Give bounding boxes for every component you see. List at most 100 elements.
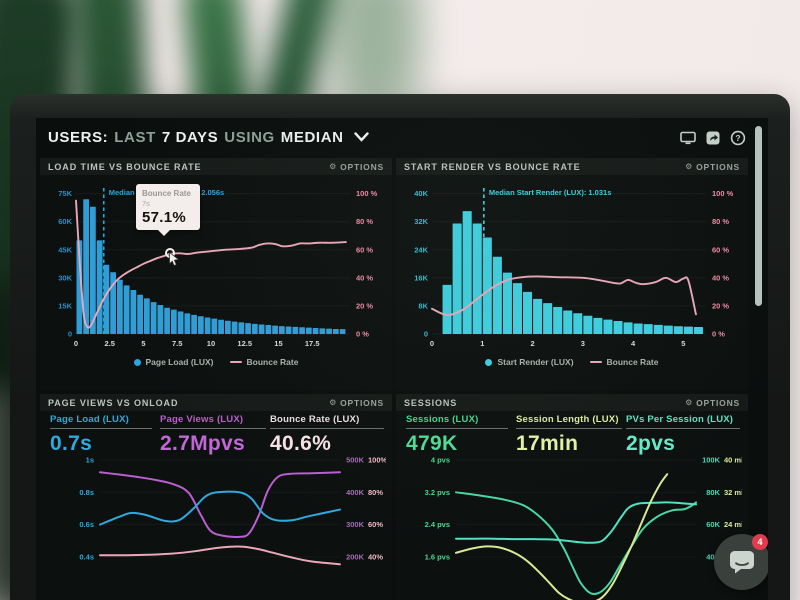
- chart-legend: Page Load (LUX) Bounce Rate: [40, 357, 392, 367]
- svg-text:75K: 75K: [58, 189, 72, 198]
- svg-text:80%: 80%: [368, 488, 383, 497]
- svg-text:1s: 1s: [86, 455, 94, 464]
- legend-label: Bounce Rate: [246, 357, 299, 367]
- metric-value: 2pvs: [626, 432, 676, 455]
- options-label: OPTIONS: [340, 161, 384, 172]
- svg-text:80K: 80K: [706, 488, 720, 497]
- metric-value: 0.7s: [50, 432, 93, 455]
- svg-text:100 %: 100 %: [712, 189, 734, 198]
- svg-text:80 %: 80 %: [356, 217, 373, 226]
- svg-text:60 %: 60 %: [356, 245, 373, 254]
- share-icon[interactable]: [705, 130, 721, 146]
- svg-text:10: 10: [207, 339, 215, 348]
- svg-text:100K: 100K: [702, 455, 721, 464]
- svg-text:400K: 400K: [346, 488, 365, 497]
- svg-text:16K: 16K: [414, 273, 428, 282]
- tooltip-value: 57.1%: [142, 209, 187, 226]
- plant-leaf: [330, 0, 420, 110]
- panel-sessions: SESSIONS ⚙ OPTIONS Sessions (LUX) 479K S…: [396, 394, 748, 600]
- vertical-scrollbar[interactable]: [755, 126, 762, 306]
- legend-label: Bounce Rate: [606, 357, 659, 367]
- panel-load-time: LOAD TIME VS BOUNCE RATE ⚙ OPTIONS 0 15K 3…: [40, 158, 392, 390]
- svg-text:0: 0: [430, 339, 434, 348]
- svg-text:3: 3: [581, 339, 585, 348]
- panel-start-render: START RENDER VS BOUNCE RATE ⚙ OPTIONS 0 8…: [396, 158, 748, 390]
- metric-pvs-per-session: PVs Per Session (LUX) 2pvs: [626, 414, 740, 456]
- svg-text:20 %: 20 %: [356, 301, 373, 310]
- metric-label: Page Views (LUX): [160, 414, 244, 425]
- metric-bounce-rate: Bounce Rate (LUX) 40.6%: [270, 414, 384, 456]
- metric-underline: [270, 428, 384, 429]
- svg-text:7.5: 7.5: [172, 339, 182, 348]
- gear-icon: ⚙: [685, 162, 694, 171]
- options-button[interactable]: ⚙ OPTIONS: [329, 162, 384, 172]
- options-button[interactable]: ⚙ OPTIONS: [685, 162, 740, 172]
- metric-underline: [50, 428, 152, 429]
- svg-text:8K: 8K: [418, 301, 428, 310]
- load-time-chart[interactable]: 0 15K 30K 45K 60K 75K 0 % 20 % 40 % 60 % 80 % 100 %…: [46, 180, 386, 356]
- users-range-dropdown[interactable]: USERS: LAST 7 DAYS USING MEDIAN: [48, 129, 369, 146]
- svg-text:3.2 pvs: 3.2 pvs: [425, 488, 450, 497]
- tooltip-title: Bounce Rate: [142, 189, 191, 198]
- page-views-chart[interactable]: 1s 0.8s 0.6s 0.4s 500K 400K 300K 200K 100% 80% 60%…: [46, 454, 386, 600]
- title-metric: MEDIAN: [280, 128, 344, 146]
- legend-dot: [133, 358, 141, 366]
- notification-badge: 4: [752, 534, 768, 550]
- legend-line: [589, 360, 602, 364]
- svg-text:80 %: 80 %: [712, 217, 729, 226]
- panel-title: LOAD TIME VS BOUNCE RATE: [48, 161, 202, 172]
- svg-text:60 %: 60 %: [712, 245, 729, 254]
- gear-icon: ⚙: [329, 398, 338, 407]
- svg-text:0 %: 0 %: [712, 330, 725, 339]
- sessions-chart[interactable]: 4 pvs 3.2 pvs 2.4 pvs 1.6 pvs 100K 80K 60K 40K 4…: [402, 454, 742, 600]
- chat-fab-button[interactable]: 4: [714, 534, 768, 590]
- svg-text:40K: 40K: [706, 552, 720, 561]
- legend-line: [229, 360, 242, 364]
- svg-text:30K: 30K: [58, 273, 72, 282]
- start-render-chart[interactable]: 0 8K 16K 24K 32K 40K 0 % 20 % 40 % 60 % 80 % 100 % 0…: [402, 180, 742, 356]
- svg-text:300K: 300K: [346, 520, 365, 529]
- svg-text:60K: 60K: [706, 520, 720, 529]
- metric-page-views: Page Views (LUX) 2.7Mpvs: [160, 414, 266, 456]
- svg-text:15: 15: [274, 339, 282, 348]
- svg-text:40 %: 40 %: [356, 273, 373, 282]
- svg-text:45K: 45K: [58, 245, 72, 254]
- svg-text:2.5: 2.5: [105, 339, 115, 348]
- svg-text:0.4s: 0.4s: [79, 552, 94, 561]
- svg-text:4 pvs: 4 pvs: [431, 456, 450, 465]
- options-label: OPTIONS: [696, 397, 740, 408]
- options-label: OPTIONS: [696, 161, 740, 172]
- metric-underline: [626, 428, 740, 429]
- metric-label: PVs Per Session (LUX): [626, 414, 734, 425]
- metric-underline: [406, 428, 508, 429]
- options-label: OPTIONS: [340, 397, 384, 408]
- metric-label: Page Load (LUX): [50, 414, 130, 425]
- metric-underline: [516, 428, 622, 429]
- svg-text:200K: 200K: [346, 552, 365, 561]
- svg-text:60K: 60K: [58, 217, 72, 226]
- svg-text:40K: 40K: [414, 189, 428, 198]
- metric-label: Session Length (LUX): [516, 414, 619, 425]
- tooltip-subtitle: 7s: [142, 199, 150, 208]
- svg-text:60%: 60%: [368, 520, 383, 529]
- chart-legend: Start Render (LUX) Bounce Rate: [396, 357, 748, 367]
- svg-text:40%: 40%: [368, 552, 383, 561]
- svg-text:1: 1: [480, 339, 484, 348]
- options-button[interactable]: ⚙ OPTIONS: [329, 398, 384, 408]
- panel-title: PAGE VIEWS VS ONLOAD: [48, 397, 179, 408]
- panel-title: START RENDER VS BOUNCE RATE: [404, 161, 581, 172]
- help-icon[interactable]: ?: [730, 130, 746, 146]
- metric-value: 40.6%: [270, 432, 332, 455]
- svg-text:100%: 100%: [368, 455, 386, 464]
- title-range: LAST: [114, 128, 156, 146]
- svg-text:Median Start Render (LUX): 1.0: Median Start Render (LUX): 1.031s: [489, 188, 612, 197]
- mouse-cursor-icon: [169, 252, 180, 267]
- legend-dot: [485, 358, 493, 366]
- legend-label: Start Render (LUX): [497, 357, 574, 367]
- display-icon[interactable]: [680, 130, 696, 146]
- options-button[interactable]: ⚙ OPTIONS: [685, 398, 740, 408]
- svg-text:1.6 pvs: 1.6 pvs: [425, 552, 450, 561]
- metric-label: Bounce Rate (LUX): [270, 414, 360, 425]
- svg-text:24 min: 24 min: [724, 520, 742, 529]
